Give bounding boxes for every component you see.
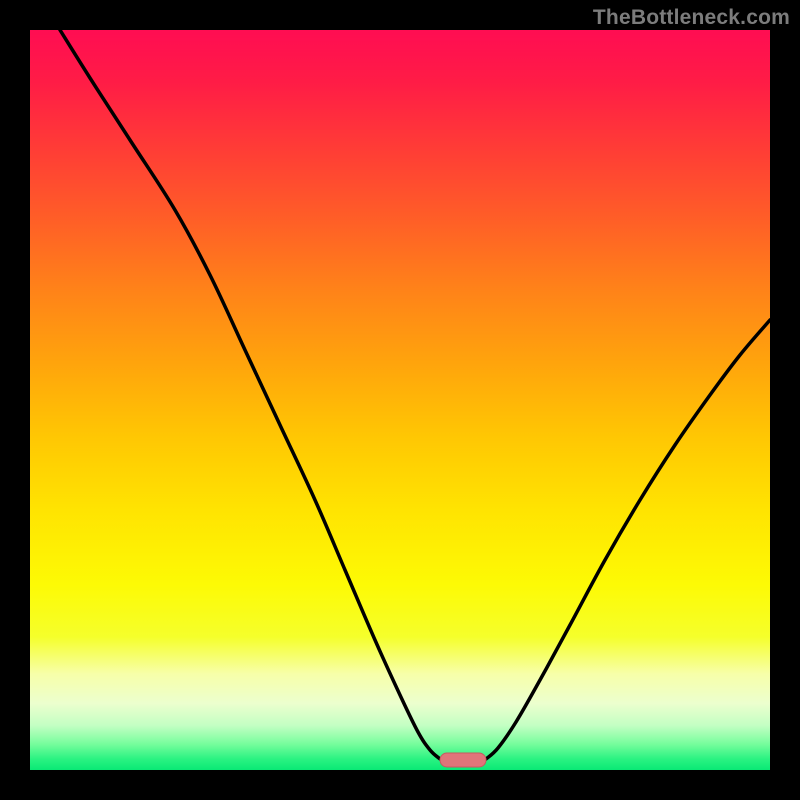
bottleneck-chart-svg (30, 30, 770, 770)
gradient-background (30, 30, 770, 770)
optimal-marker (440, 753, 486, 767)
watermark-text: TheBottleneck.com (593, 6, 790, 30)
plot-area (30, 30, 770, 770)
chart-frame: TheBottleneck.com (0, 0, 800, 800)
